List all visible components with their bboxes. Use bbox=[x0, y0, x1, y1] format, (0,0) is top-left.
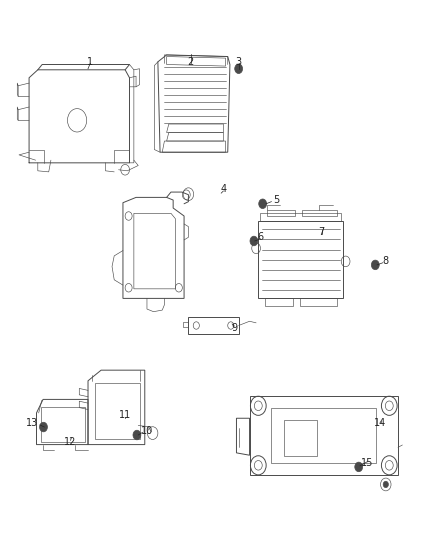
Text: 4: 4 bbox=[220, 184, 226, 195]
Text: 2: 2 bbox=[187, 57, 194, 67]
Text: 5: 5 bbox=[274, 195, 280, 205]
Circle shape bbox=[355, 462, 363, 472]
Text: 12: 12 bbox=[64, 437, 77, 447]
Circle shape bbox=[235, 64, 243, 74]
Circle shape bbox=[383, 481, 389, 488]
Text: 8: 8 bbox=[383, 256, 389, 266]
Text: 13: 13 bbox=[25, 418, 38, 429]
Text: 14: 14 bbox=[374, 418, 387, 429]
Circle shape bbox=[250, 236, 258, 246]
Text: 1: 1 bbox=[87, 57, 93, 67]
Text: 3: 3 bbox=[236, 57, 242, 67]
Circle shape bbox=[39, 422, 47, 432]
Circle shape bbox=[259, 199, 267, 208]
Text: 9: 9 bbox=[231, 322, 237, 333]
Text: 11: 11 bbox=[119, 410, 131, 421]
Text: 10: 10 bbox=[141, 426, 153, 437]
Text: 7: 7 bbox=[318, 227, 325, 237]
Text: 15: 15 bbox=[361, 458, 374, 468]
Circle shape bbox=[133, 430, 141, 440]
Text: 6: 6 bbox=[258, 232, 264, 243]
Circle shape bbox=[371, 260, 379, 270]
